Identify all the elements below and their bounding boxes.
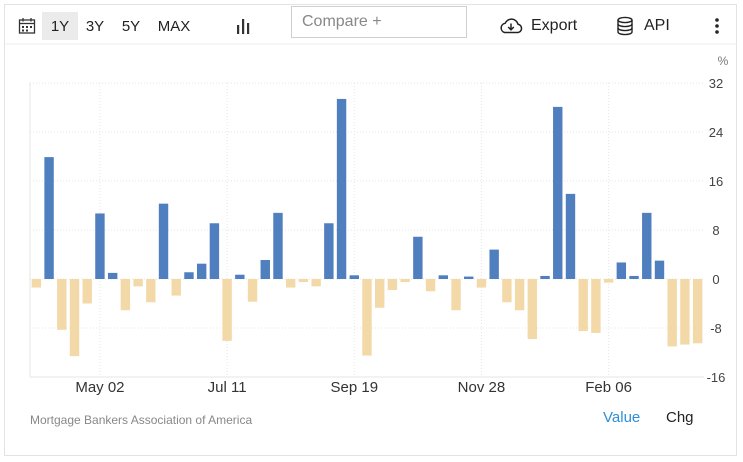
bar[interactable] <box>642 212 652 279</box>
bar[interactable] <box>311 279 321 287</box>
bar[interactable] <box>222 279 232 341</box>
compare-input[interactable] <box>291 6 467 38</box>
x-tick-label: Jul 11 <box>208 379 247 396</box>
x-axis-ticks: May 02 Jul 11 Sep 19 Nov 28 Feb 06 <box>75 379 632 396</box>
bar[interactable] <box>31 279 42 288</box>
chg-toggle[interactable]: Chg <box>666 409 694 426</box>
y-axis-ticks: 32 24 16 8 0 -8 -16 <box>707 76 726 385</box>
api-label: API <box>644 17 670 34</box>
bar[interactable] <box>654 260 665 280</box>
bar[interactable] <box>120 279 131 311</box>
range-max-button[interactable]: MAX <box>157 17 191 35</box>
bar[interactable] <box>69 279 80 357</box>
bar[interactable] <box>425 279 436 292</box>
x-tick-label: May 02 <box>75 379 124 396</box>
x-tick-label: Feb 06 <box>585 379 632 396</box>
bar[interactable] <box>527 279 538 340</box>
bar[interactable] <box>514 279 525 311</box>
database-icon <box>617 16 633 36</box>
bar[interactable] <box>375 279 385 308</box>
bar[interactable] <box>146 279 156 303</box>
bar[interactable] <box>273 212 283 279</box>
x-tick-label: Sep 19 <box>331 379 379 396</box>
value-toggle[interactable]: Value <box>603 409 641 426</box>
bar[interactable] <box>95 213 105 279</box>
more-menu-icon[interactable] <box>705 12 729 40</box>
bar[interactable] <box>616 262 627 279</box>
y-tick-label: -8 <box>710 321 722 336</box>
bar[interactable] <box>44 157 54 279</box>
bar[interactable] <box>57 279 67 330</box>
export-label: Export <box>531 17 578 34</box>
bar[interactable] <box>629 275 639 279</box>
bar[interactable] <box>680 279 690 345</box>
export-button[interactable]: Export <box>498 12 582 40</box>
bar[interactable] <box>158 203 169 279</box>
range-5y-button[interactable]: 5Y <box>121 17 141 35</box>
bar[interactable] <box>476 279 487 288</box>
bar[interactable] <box>451 279 461 311</box>
bar[interactable] <box>438 275 449 279</box>
range-3y-button[interactable]: 3Y <box>85 17 105 35</box>
bar[interactable] <box>464 276 474 279</box>
bar-chart-icon[interactable] <box>232 12 256 40</box>
bar[interactable] <box>133 279 143 287</box>
bar[interactable] <box>196 263 207 279</box>
y-tick-label: 0 <box>712 272 719 287</box>
bar[interactable] <box>82 279 92 304</box>
bar[interactable] <box>591 279 601 333</box>
bar[interactable] <box>667 279 677 347</box>
bar[interactable] <box>298 279 309 283</box>
bar[interactable] <box>603 279 614 283</box>
bar[interactable] <box>502 279 512 303</box>
bar[interactable] <box>247 279 258 302</box>
bar[interactable] <box>400 279 410 283</box>
bar[interactable] <box>171 279 181 296</box>
bar[interactable] <box>362 279 372 356</box>
bar[interactable] <box>540 275 550 279</box>
bar[interactable] <box>184 272 194 279</box>
bar[interactable] <box>209 223 220 279</box>
api-button[interactable]: API <box>616 12 678 40</box>
bar[interactable] <box>387 279 398 291</box>
bar[interactable] <box>578 279 588 332</box>
bar[interactable] <box>413 236 423 279</box>
bar[interactable] <box>349 275 359 279</box>
bar[interactable] <box>324 223 334 279</box>
bar[interactable] <box>692 279 703 344</box>
x-tick-label: Nov 28 <box>458 379 506 396</box>
y-tick-label: -16 <box>707 370 726 385</box>
y-tick-label: 8 <box>712 223 719 238</box>
bar[interactable] <box>553 106 563 279</box>
cloud-download-icon <box>500 18 523 34</box>
chart-bars <box>31 98 703 357</box>
unit-label: % <box>718 54 729 68</box>
bar[interactable] <box>107 272 118 280</box>
calendar-icon[interactable] <box>15 12 39 40</box>
bar[interactable] <box>565 193 576 279</box>
y-tick-label: 24 <box>709 125 723 140</box>
bar[interactable] <box>285 279 296 288</box>
range-1y-button[interactable]: 1Y <box>42 12 78 40</box>
toolbar: 1Y 3Y 5Y MAX Export <box>5 5 738 45</box>
y-tick-label: 32 <box>709 76 723 91</box>
source-label: Mortgage Bankers Association of America <box>30 413 253 427</box>
y-tick-label: 16 <box>709 174 723 189</box>
bar[interactable] <box>260 260 270 279</box>
bar[interactable] <box>489 249 499 279</box>
bar[interactable] <box>235 274 245 279</box>
bar[interactable] <box>336 98 347 280</box>
